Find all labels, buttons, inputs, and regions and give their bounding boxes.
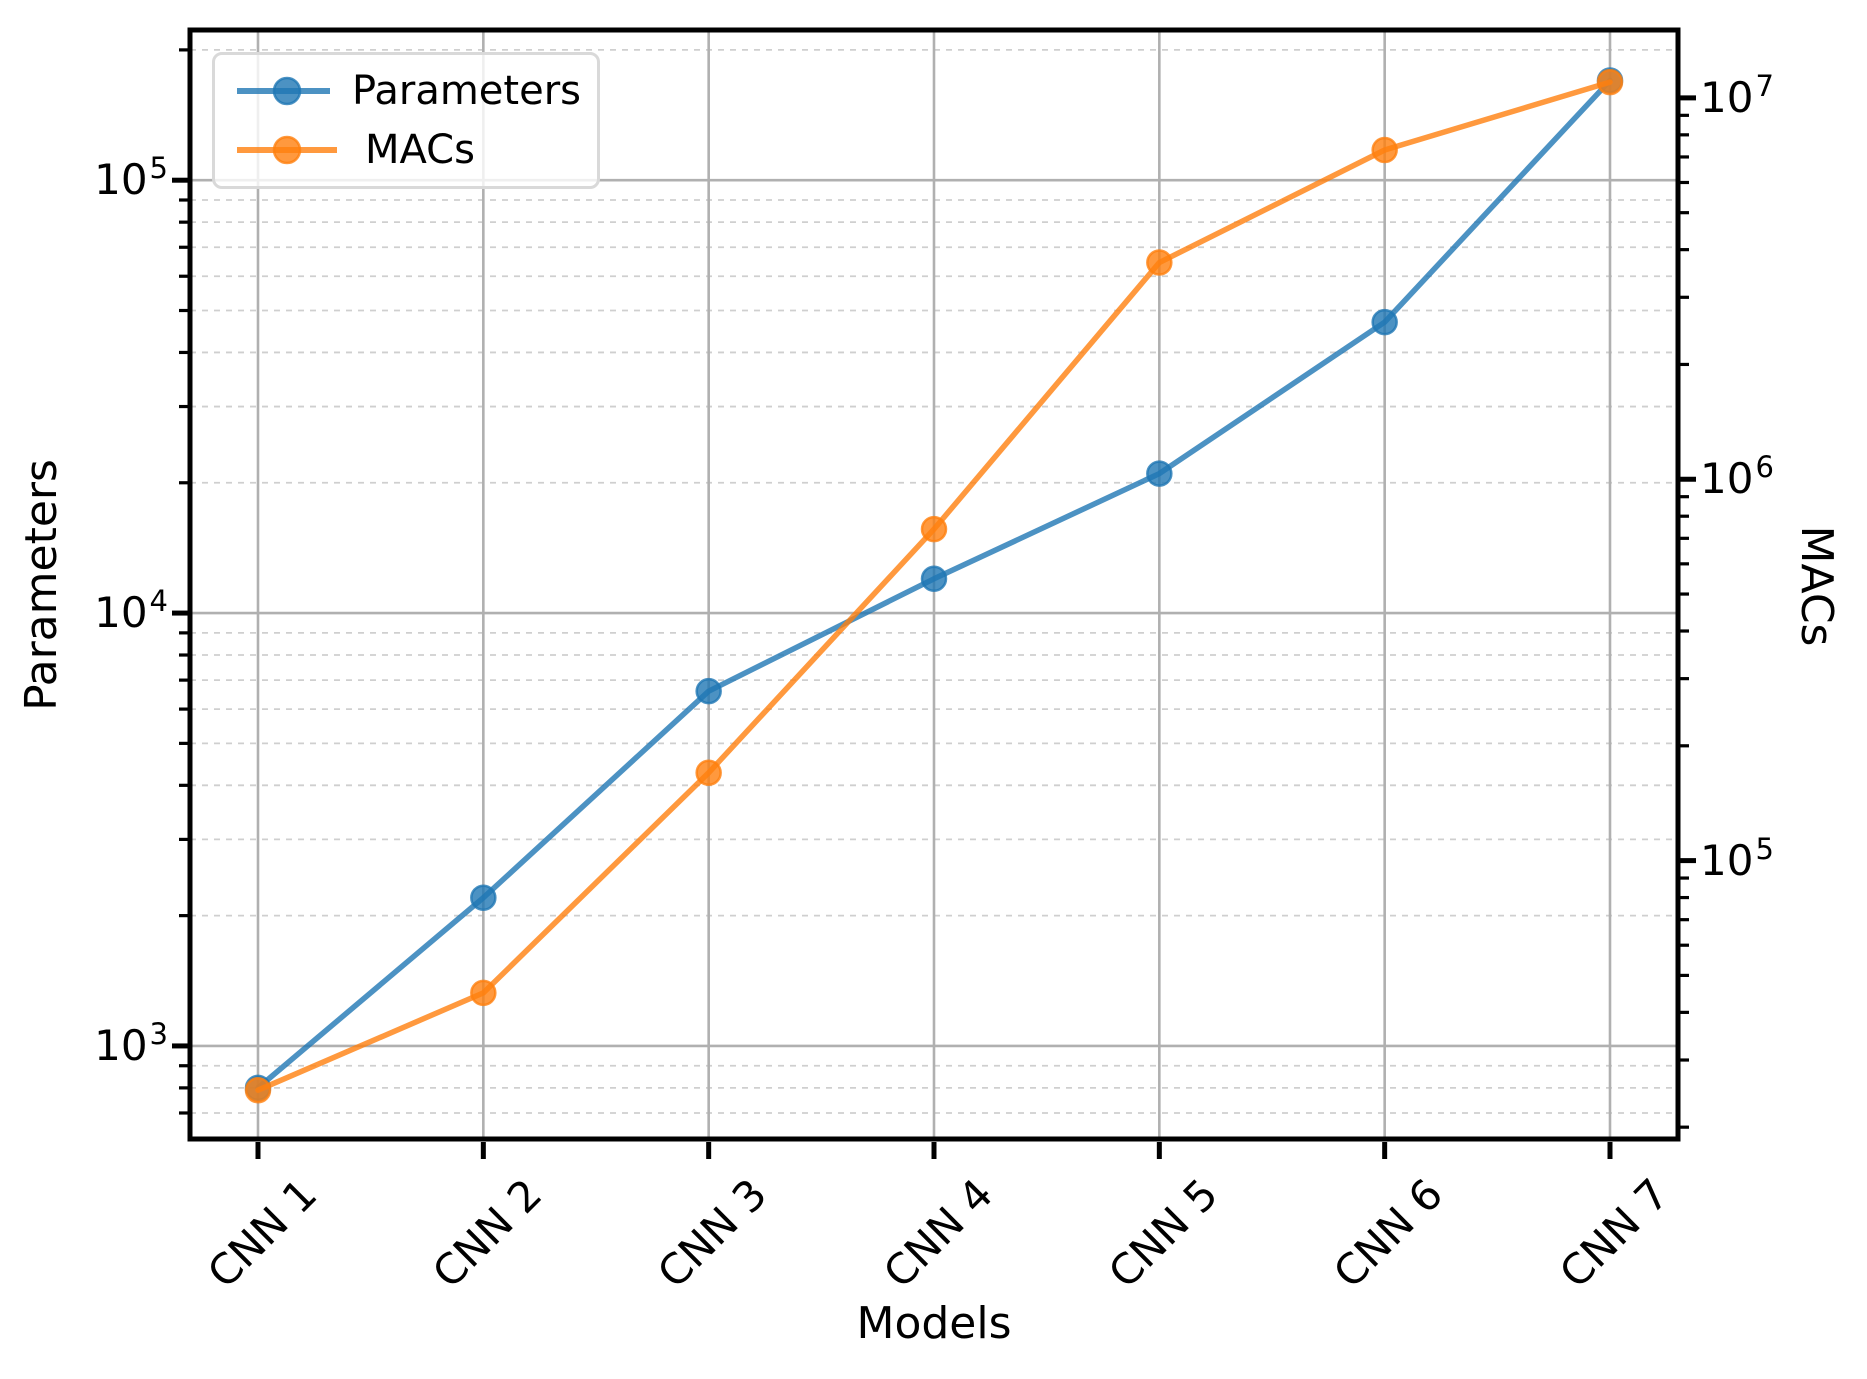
y-right-tick-label-1e5: 105 (1700, 831, 1774, 885)
legend-line-marker-macs (237, 136, 337, 165)
legend-label-parameters: Parameters (352, 67, 581, 114)
x-axis-label: Models (856, 1298, 1012, 1349)
data-point-parameters (695, 677, 722, 705)
y-left-tick-label-1e5: 105 (94, 151, 168, 205)
y-right-tick-label-1e7: 107 (1700, 68, 1774, 122)
legend-line-marker-parameters (237, 76, 331, 105)
y-left-tick-label-1e3: 103 (94, 1016, 168, 1070)
data-point-macs (1146, 249, 1173, 276)
axes-spines (187, 27, 1681, 1142)
y-axis-label-right: MACs (1791, 525, 1842, 647)
data-point-macs (1371, 136, 1398, 164)
data-point-parameters (920, 565, 948, 593)
y-axis-label-left: Parameters (16, 459, 67, 711)
legend-item-parameters: Parameters (231, 68, 581, 114)
data-point-parameters (470, 884, 497, 911)
data-point-macs (695, 759, 722, 786)
legend-label-macs: MACs (365, 127, 475, 174)
legend-item-macs: MACs (231, 127, 581, 173)
data-point-macs (470, 979, 497, 1007)
data-point-macs (1596, 68, 1624, 96)
data-point-parameters (1146, 460, 1173, 487)
data-point-macs (920, 515, 948, 543)
y-right-tick-label-1e6: 106 (1700, 450, 1774, 504)
data-point-macs (244, 1076, 272, 1104)
y-left-tick-label-1e4: 104 (94, 584, 168, 638)
legend: Parameters MACs (212, 52, 600, 189)
data-point-parameters (1371, 308, 1398, 336)
